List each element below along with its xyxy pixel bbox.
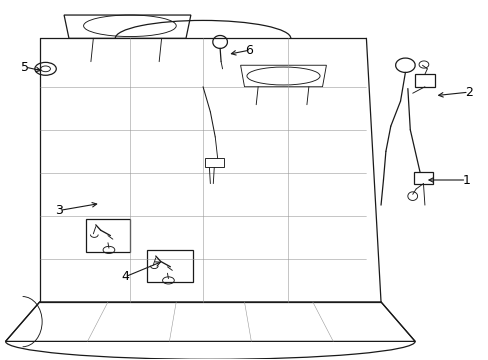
Text: 3: 3 <box>55 204 63 217</box>
Bar <box>147 250 193 282</box>
Bar <box>86 220 130 252</box>
Bar <box>413 172 432 184</box>
Text: 2: 2 <box>464 86 472 99</box>
Text: 1: 1 <box>462 174 469 186</box>
Text: 5: 5 <box>21 60 29 73</box>
Bar <box>414 74 434 87</box>
Bar <box>204 158 224 167</box>
Text: 4: 4 <box>121 270 129 283</box>
Text: 6: 6 <box>245 44 253 57</box>
